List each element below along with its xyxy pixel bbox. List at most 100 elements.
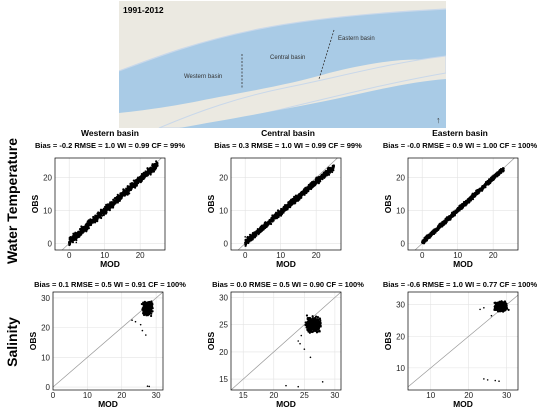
data-point	[494, 301, 497, 304]
x-tick-label: 10	[453, 251, 462, 260]
plot-frame	[230, 157, 342, 251]
panel-temp-eastern: Eastern basin Bias = -0.0 RMSE = 0.9 WI =…	[383, 128, 538, 269]
y-tick-label: 20	[43, 174, 52, 183]
data-point	[437, 225, 440, 228]
data-point	[300, 193, 303, 196]
data-point	[451, 215, 455, 218]
data-point	[443, 220, 446, 223]
data-point	[500, 306, 503, 309]
data-point	[502, 301, 506, 304]
y-tick-label: 0	[46, 383, 51, 392]
data-point	[288, 204, 292, 207]
x-tick-label: 20	[269, 391, 278, 400]
y-tick-label: 20	[396, 174, 405, 183]
data-point	[505, 302, 508, 305]
data-point	[149, 314, 153, 318]
y-tick-label: 10	[43, 207, 52, 216]
data-point	[78, 233, 81, 237]
y-axis-label: OBS	[28, 331, 38, 350]
data-point	[247, 241, 250, 245]
data-point	[144, 301, 147, 305]
map-inset: 1991-2012 Central basin Eastern basin We…	[119, 1, 446, 128]
data-point	[423, 238, 426, 241]
data-point	[329, 167, 332, 170]
data-point	[272, 216, 275, 219]
y-tick-label: 10	[41, 353, 50, 362]
data-point	[423, 241, 426, 245]
data-point	[251, 234, 254, 238]
y-tick-label: 0	[401, 239, 406, 248]
data-point	[119, 195, 122, 198]
data-point	[298, 195, 301, 198]
data-point	[466, 200, 470, 203]
row-label-temperature: Water Temperature	[4, 138, 20, 264]
data-point	[317, 322, 320, 325]
data-point	[279, 214, 283, 217]
data-point	[130, 187, 133, 190]
data-point	[314, 324, 317, 327]
panel-temp-western: Western basin Bias = -0.2 RMSE = 1.0 WI =…	[30, 128, 185, 269]
map-water	[119, 9, 446, 113]
data-point	[69, 241, 72, 244]
data-point	[432, 229, 435, 232]
data-point	[317, 326, 320, 329]
y-tick-label: 20	[41, 324, 50, 333]
data-point	[286, 203, 289, 207]
data-point	[462, 202, 465, 205]
data-point	[461, 205, 464, 208]
data-point	[447, 216, 450, 219]
data-point	[116, 193, 119, 196]
data-point	[147, 303, 150, 306]
data-point	[447, 218, 450, 222]
data-point	[133, 183, 136, 186]
outlier-point	[134, 320, 137, 323]
data-point	[469, 195, 473, 198]
y-tick-label: 15	[219, 375, 228, 384]
y-tick-label: 30	[396, 301, 405, 310]
data-point	[482, 186, 485, 189]
data-point	[318, 330, 321, 333]
data-point	[269, 222, 273, 226]
data-point	[316, 180, 319, 183]
data-point	[432, 231, 435, 234]
outlier-point	[285, 384, 287, 387]
panel-temp-central: Central basin Bias = 0.3 RMSE = 1.0 WI = …	[206, 128, 362, 269]
data-point	[84, 227, 88, 231]
data-point	[274, 215, 277, 218]
y-tick-label: 0	[48, 239, 53, 248]
data-point	[308, 324, 311, 327]
data-point	[283, 204, 287, 207]
data-point	[89, 219, 92, 222]
data-point	[306, 190, 309, 193]
data-point	[312, 317, 315, 320]
data-point	[98, 216, 101, 219]
x-tick-label: 0	[67, 251, 72, 260]
data-point	[316, 323, 319, 326]
data-point	[433, 228, 436, 231]
map-period: 1991-2012	[123, 5, 164, 15]
outlier-point	[483, 307, 485, 309]
data-point	[284, 208, 288, 212]
outlier-point	[494, 379, 497, 382]
data-point	[439, 224, 442, 227]
y-tick-label: 30	[219, 293, 228, 302]
data-point	[292, 202, 295, 205]
data-point	[490, 178, 493, 181]
data-point	[244, 242, 247, 245]
data-point	[152, 164, 156, 167]
data-point	[498, 304, 501, 308]
x-tick-label: 10	[426, 391, 435, 400]
outlier-point	[131, 319, 133, 322]
data-point	[295, 197, 298, 200]
data-point	[146, 313, 149, 316]
data-point	[478, 188, 481, 191]
panel-stats: Bias = 0.3 RMSE = 1.0 WI = 0.99 CF = 99%	[214, 141, 362, 150]
x-tick-label: 20	[464, 391, 473, 400]
data-point	[496, 174, 499, 177]
plot-frame	[52, 291, 164, 391]
data-point	[267, 221, 270, 224]
data-point	[313, 329, 316, 332]
outlier-point	[309, 356, 312, 359]
outlier-point	[146, 385, 149, 387]
data-point	[277, 211, 280, 214]
